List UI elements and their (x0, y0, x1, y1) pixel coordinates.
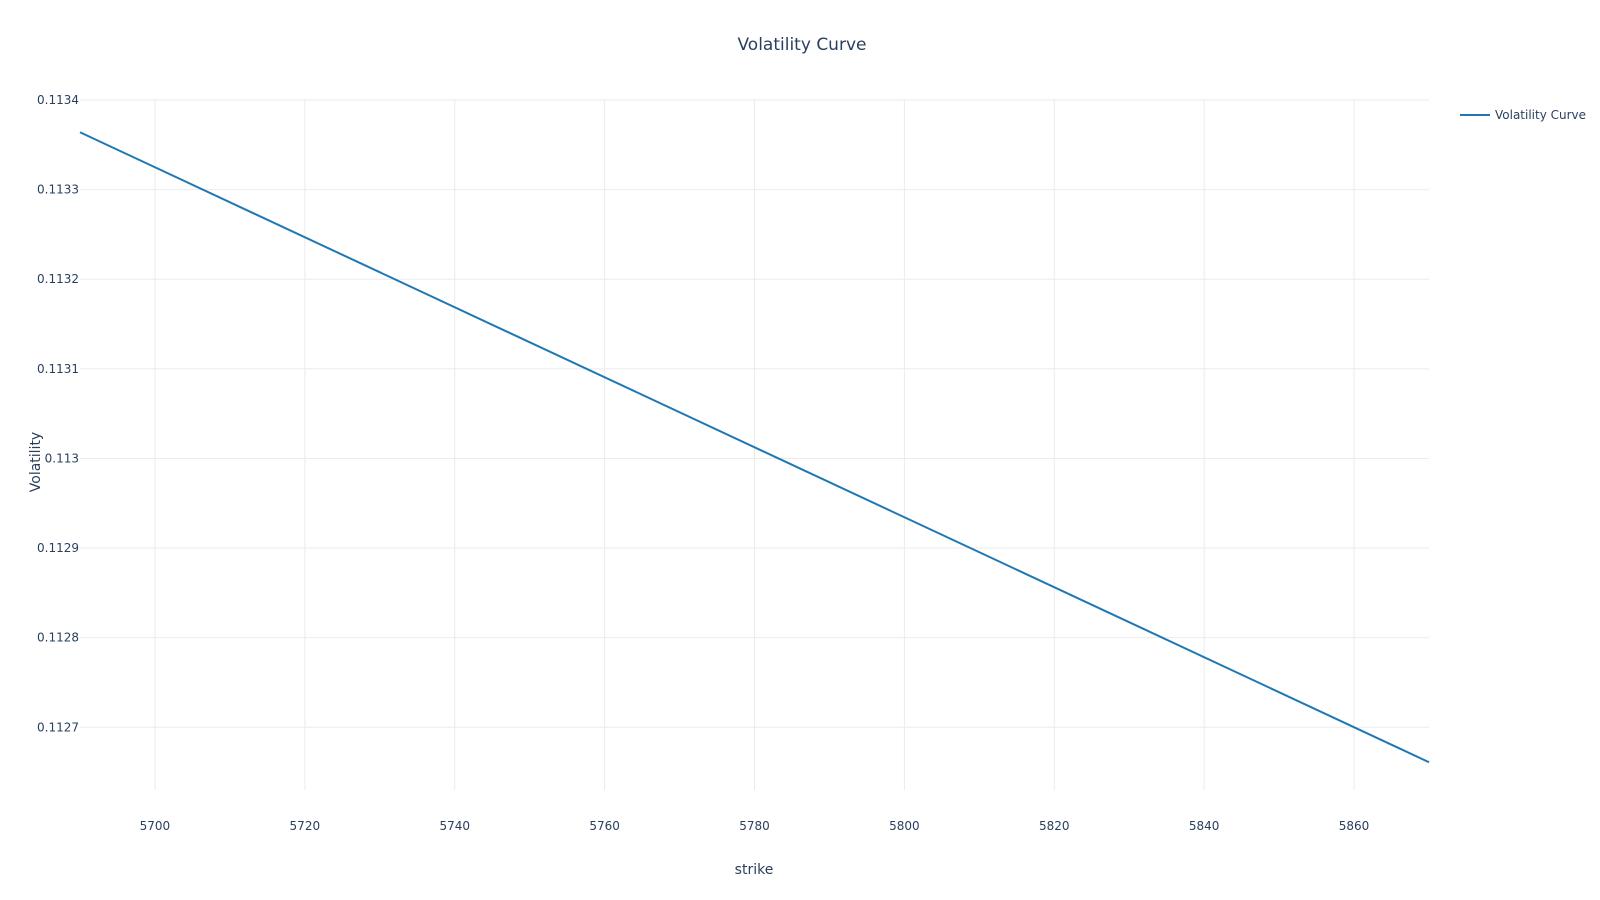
y-tick-label: 0.1134 (37, 93, 79, 107)
x-tick-label: 5700 (140, 819, 171, 833)
x-tick-label: 5740 (439, 819, 470, 833)
x-tick-label: 5800 (889, 819, 920, 833)
legend-item-label[interactable]: Volatility Curve (1495, 108, 1586, 122)
y-tick-label: 0.1131 (37, 362, 79, 376)
x-tick-label: 5720 (290, 819, 321, 833)
y-tick-label: 0.1129 (37, 541, 79, 555)
y-tick-label: 0.1127 (37, 720, 79, 734)
y-tick-label: 0.1128 (37, 631, 79, 645)
x-tick-label: 5760 (589, 819, 620, 833)
y-tick-label: 0.1132 (37, 272, 79, 286)
y-tick-label: 0.113 (45, 451, 79, 465)
x-tick-label: 5820 (1039, 819, 1070, 833)
legend[interactable]: Volatility Curve (1460, 108, 1586, 122)
y-tick-label: 0.1133 (37, 183, 79, 197)
grid-layer (80, 99, 1429, 790)
y-axis-title: Volatility (28, 432, 44, 492)
x-tick-label: 5860 (1339, 819, 1370, 833)
tick-layer: 5700 5720 5740 5760 5780 5800 5820 5840 5860 0.11… (37, 93, 1369, 833)
x-axis-title: strike (735, 862, 774, 878)
series-layer (79, 131, 1430, 764)
x-tick-label: 5840 (1189, 819, 1220, 833)
chart-title: Volatility Curve (738, 35, 867, 55)
series-line (79, 131, 1430, 764)
x-tick-label: 5780 (739, 819, 770, 833)
